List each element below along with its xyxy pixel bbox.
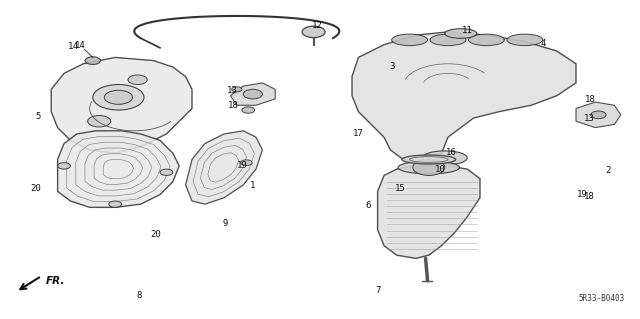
Ellipse shape — [445, 29, 477, 38]
Circle shape — [109, 201, 122, 207]
Circle shape — [160, 169, 173, 175]
Circle shape — [104, 90, 132, 104]
Circle shape — [413, 160, 445, 175]
Text: FR.: FR. — [46, 276, 65, 286]
Ellipse shape — [392, 34, 428, 46]
Ellipse shape — [430, 34, 466, 46]
Text: 12: 12 — [312, 21, 323, 30]
Polygon shape — [378, 166, 480, 258]
Polygon shape — [51, 57, 192, 153]
Polygon shape — [186, 131, 262, 204]
Circle shape — [241, 160, 252, 166]
Text: 18: 18 — [228, 101, 239, 110]
Circle shape — [242, 107, 255, 113]
Circle shape — [302, 26, 325, 38]
Text: 10: 10 — [435, 165, 445, 174]
Text: 13: 13 — [227, 86, 237, 95]
Text: 17: 17 — [353, 129, 364, 138]
Ellipse shape — [398, 161, 460, 174]
Text: 16: 16 — [446, 148, 456, 157]
Polygon shape — [576, 102, 621, 128]
Text: 14: 14 — [75, 41, 85, 50]
Polygon shape — [230, 83, 275, 105]
Text: 9: 9 — [223, 219, 228, 228]
Ellipse shape — [402, 155, 456, 164]
Circle shape — [58, 163, 70, 169]
Text: 8: 8 — [136, 291, 141, 300]
Circle shape — [128, 75, 147, 85]
Text: 14: 14 — [68, 42, 79, 51]
Ellipse shape — [507, 34, 543, 46]
Text: 5R33-B0403: 5R33-B0403 — [579, 294, 625, 303]
Text: 13: 13 — [584, 114, 594, 123]
Text: 1: 1 — [250, 181, 255, 189]
Text: 18: 18 — [584, 192, 594, 201]
Text: 19: 19 — [577, 190, 588, 199]
Text: 11: 11 — [462, 26, 472, 35]
Circle shape — [88, 115, 111, 127]
Text: 19: 19 — [237, 161, 247, 170]
Circle shape — [591, 111, 606, 119]
Text: 20: 20 — [30, 184, 40, 193]
Text: 20: 20 — [150, 230, 161, 239]
Text: 5: 5 — [36, 112, 41, 121]
Circle shape — [93, 85, 144, 110]
Circle shape — [85, 57, 100, 64]
Text: 2: 2 — [605, 166, 611, 175]
Ellipse shape — [422, 151, 467, 165]
Text: 4: 4 — [540, 39, 545, 48]
Text: 18: 18 — [585, 95, 595, 104]
Ellipse shape — [468, 34, 504, 46]
Polygon shape — [352, 32, 576, 163]
Polygon shape — [58, 131, 179, 207]
Text: 6: 6 — [365, 201, 371, 210]
Text: 7: 7 — [375, 286, 380, 295]
Circle shape — [232, 87, 242, 92]
Text: 3: 3 — [389, 63, 394, 71]
Text: 15: 15 — [395, 184, 405, 193]
Circle shape — [243, 89, 262, 99]
